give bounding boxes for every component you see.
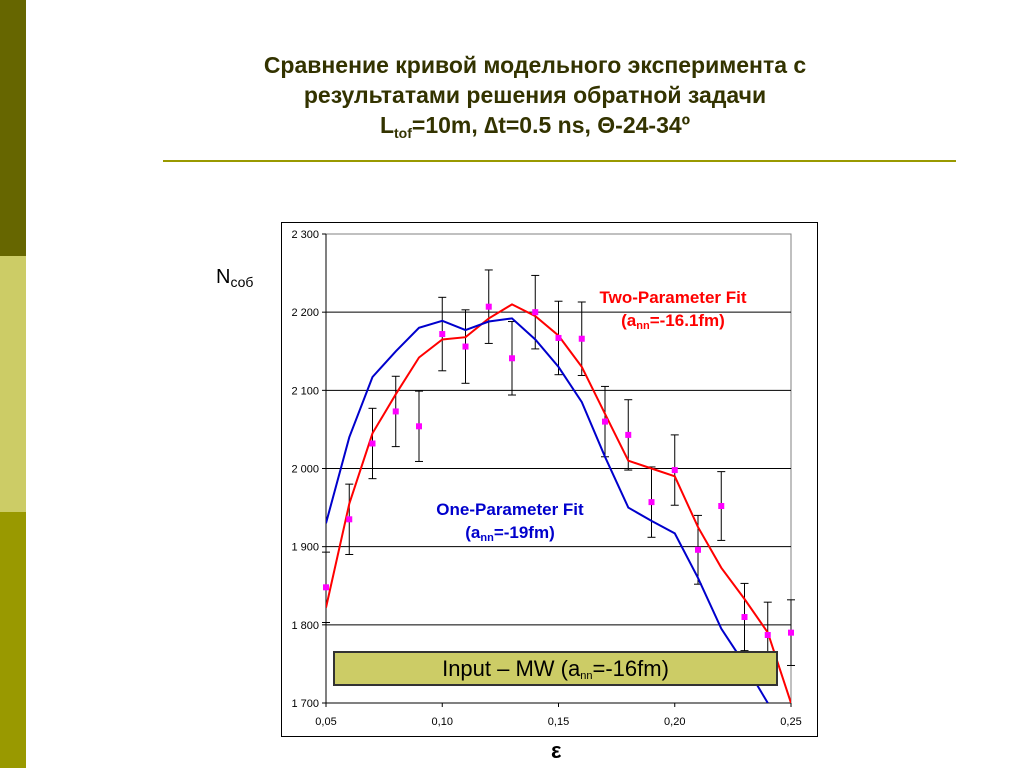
side-strip-bottom (0, 512, 26, 768)
data-point (625, 431, 632, 438)
title-line-2: результатами решения обратной задачи (303, 82, 767, 108)
data-point (346, 516, 353, 523)
side-strip-top (0, 0, 26, 256)
two-param-suffix: =-16.1fm) (649, 311, 725, 330)
slide-title: Сравнение кривой модельного эксперимента… (150, 50, 920, 148)
two-param-sub: nn (636, 320, 650, 332)
x-tick-label: 0,10 (432, 716, 453, 728)
data-point (718, 503, 725, 510)
data-point (648, 499, 655, 506)
data-point (439, 331, 446, 338)
data-point (392, 408, 399, 415)
data-point (695, 546, 701, 553)
data-point (788, 629, 794, 636)
data-point (416, 423, 422, 430)
data-point (485, 303, 492, 310)
title-line-1: Сравнение кривой модельного эксперимента… (263, 52, 807, 78)
data-point (462, 343, 469, 350)
y-tick-label: 2 100 (291, 385, 319, 397)
x-tick-label: 0,15 (548, 716, 569, 728)
y-tick-label: 2 300 (291, 229, 319, 241)
title-params: =10m, ∆t=0.5 ns, Θ-24-34º (411, 112, 691, 138)
y-tick-label: 2 000 (291, 464, 319, 476)
title-line-3: Ltof=10m, ∆t=0.5 ns, Θ-24-34º (150, 110, 920, 148)
y-tick-label: 2 200 (291, 307, 319, 319)
one-param-suffix: =-19fm) (493, 523, 555, 542)
one-parameter-title: One-Parameter Fit (436, 500, 584, 519)
data-point (509, 355, 515, 362)
input-sub: nn (580, 670, 593, 682)
two-parameter-title: Two-Parameter Fit (599, 288, 747, 307)
data-point (764, 631, 771, 638)
data-point (741, 614, 748, 621)
one-parameter-annotation: One-Parameter Fit (ann=-19fm) (404, 498, 616, 550)
data-point (323, 584, 329, 591)
title-l-sub: tof (394, 125, 412, 141)
y-axis-label-main: N (216, 266, 231, 288)
y-tick-label: 1 700 (291, 698, 319, 710)
one-parameter-fit-line (326, 317, 769, 703)
y-tick-label: 1 900 (291, 542, 319, 554)
two-parameter-annotation: Two-Parameter Fit (ann=-16.1fm) (560, 286, 786, 338)
one-param-prefix: (a (465, 523, 481, 542)
two-parameter-value: (ann=-16.1fm) (560, 309, 786, 338)
input-suffix: =-16fm) (592, 656, 669, 681)
side-strip-middle (0, 256, 26, 512)
two-param-prefix: (a (621, 311, 637, 330)
one-parameter-value: (ann=-19fm) (404, 521, 616, 550)
data-point (578, 335, 585, 342)
x-tick-label: 0,25 (780, 716, 801, 728)
title-rule (163, 160, 956, 162)
y-axis-label: Nсоб (216, 266, 253, 290)
data-point (671, 467, 678, 474)
data-point (369, 440, 376, 447)
y-axis-label-sub: соб (230, 274, 254, 290)
one-param-sub: nn (480, 532, 494, 544)
data-point (555, 334, 562, 341)
input-prefix: Input – MW (a (442, 656, 581, 681)
x-axis-label: ε (551, 738, 562, 763)
data-point (532, 309, 539, 316)
data-point (602, 418, 608, 425)
x-tick-label: 0,05 (315, 716, 336, 728)
title-l-main: L (379, 112, 394, 138)
input-label-box: Input – MW (ann=-16fm) (333, 651, 778, 686)
y-tick-label: 1 800 (291, 620, 319, 632)
x-tick-label: 0,20 (664, 716, 685, 728)
